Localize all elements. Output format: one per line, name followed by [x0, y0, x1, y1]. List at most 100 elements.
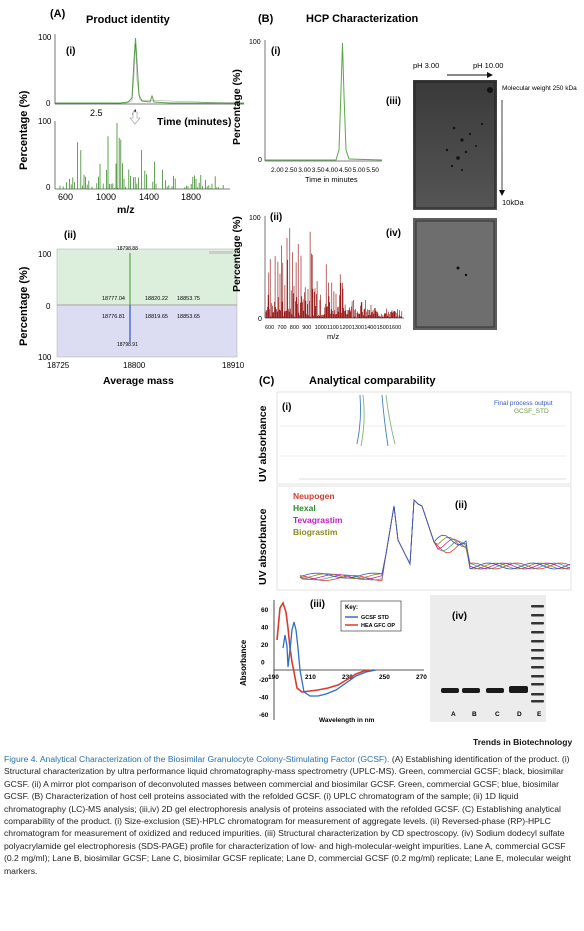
panel-a-i-xlabel: Time (minutes) — [157, 116, 231, 128]
panel-a-ii-bot-label-1: 18776.81 — [102, 314, 125, 320]
panel-c-ii-legend-1: Neupogen — [293, 491, 335, 501]
panel-a-ii-bot-peak: 18798.91 — [117, 342, 138, 348]
panel-a-ii-y100-bot: 100 — [38, 353, 52, 362]
panel-a-ms-xlabel: m/z — [117, 204, 135, 216]
rp-hplc-trace — [299, 499, 571, 579]
source-label: Trends in Biotechnology — [473, 737, 573, 747]
panel-a-ii-ylabel: Percentage (%) — [18, 266, 30, 346]
panel-a-ii-xtick-2: 18800 — [123, 361, 146, 370]
panel-a-mass-spectrum: 100 0 600 1000 1400 1800 m/z — [38, 117, 230, 216]
panel-c-iii-ytick: 0 — [261, 660, 265, 667]
panel-c-i-label: (i) — [282, 402, 291, 413]
panel-a-i-chromatogram: (i) Percentage (%) 100 0 2.5 4 Time (min… — [18, 33, 245, 170]
lane-c-label: C — [495, 711, 500, 718]
panel-a-ms-y0: 0 — [46, 183, 51, 192]
marker-band — [531, 605, 544, 608]
panel-c-ii-rp-hplc: UV absorbance (ii) Neupogen Hexal Tevagr… — [257, 485, 572, 591]
lane-a-label: A — [451, 711, 456, 718]
lane-e-label: E — [537, 711, 542, 718]
panel-c-iii-xtick: 270 — [416, 674, 427, 681]
marker-band — [531, 640, 544, 643]
marker-band — [531, 666, 544, 669]
panel-c-iii-ytick: 20 — [261, 642, 269, 649]
panel-c-ii-ylabel: UV absorbance — [257, 508, 269, 585]
panel-a-ii-top-label-2: 18820.22 — [145, 296, 168, 302]
panel-b-iii-mw-low: 10kDa — [502, 198, 525, 207]
panel-c-iii-xtick: 230 — [342, 674, 353, 681]
panel-c-iii-key-1: GCSF STD — [361, 615, 389, 621]
panel-a-ii-top-peak: 18798.88 — [117, 246, 138, 252]
panel-a-ii-y0: 0 — [46, 302, 51, 311]
panel-a-ylabel: Percentage (%) — [18, 90, 30, 170]
marker-band — [531, 683, 544, 686]
panel-c-i-sec-hplc: UV absorbance (i) Final process output G… — [257, 391, 572, 485]
panel-c-ii-label: (ii) — [455, 500, 467, 511]
panel-c-iii-xlabel: Wavelength in nm — [319, 717, 375, 724]
panel-a-ms-xtick-2: 1000 — [96, 192, 116, 202]
panel-c-iii-label: (iii) — [310, 599, 325, 610]
panel-b-i-chromatogram: (i) Percentage (%) 100 0 2.00 2.50 3.00 3.5… — [231, 39, 383, 184]
down-arrow-icon — [129, 111, 141, 125]
panel-a-ms-xtick-3: 1400 — [139, 192, 159, 202]
panel-b-ii-xtick: 1300 — [352, 325, 364, 331]
panel-b-i-y0: 0 — [258, 157, 262, 164]
panel-b-ii-xtick: 800 — [290, 325, 299, 331]
panel-c-iii-ylabel: Absorbance — [239, 639, 248, 686]
figure-label: Figure 4. Analytical Characterization of… — [4, 754, 390, 764]
panel-b-ii-xtick: 1600 — [389, 325, 401, 331]
panel-c-iii-xtick: 190 — [268, 674, 279, 681]
panel-b-ii-lcms: (ii) Percentage (%) 100 0 600 700 800 900 10… — [231, 212, 404, 341]
panel-a-ms-xtick-4: 1800 — [181, 192, 201, 202]
panel-b-i-xtick: 5.50 — [366, 167, 379, 174]
panel-b-i-xtick: 4.00 — [325, 167, 338, 174]
panel-a-i-label: (i) — [66, 46, 75, 57]
panel-c-iv-label: (iv) — [452, 611, 467, 622]
panel-b-ii-xtick: 1000 — [315, 325, 327, 331]
panel-b-ii-xtick: 1200 — [339, 325, 351, 331]
panel-a-ii-top-label-3: 18853.75 — [177, 296, 200, 302]
panel-b-iii-ph-high: pH 10.00 — [473, 61, 503, 70]
panel-c-ii-legend-4: Biograstim — [293, 527, 338, 537]
panel-b-ii-ylabel: Percentage (%) — [231, 216, 243, 292]
panel-b-letter: (B) — [258, 13, 274, 25]
panel-b-i-xtick: 3.00 — [298, 167, 311, 174]
panel-b-iii-ph-low: pH 3.00 — [413, 61, 439, 70]
panel-b-i-xtick: 2.00 — [271, 167, 284, 174]
panel-b-ii-y100: 100 — [249, 215, 261, 222]
marker-band — [531, 700, 544, 703]
marker-band — [531, 631, 544, 634]
marker-band — [531, 657, 544, 660]
panel-c-ii-legend-3: Tevagrastim — [293, 515, 343, 525]
panel-c-letter: (C) — [259, 375, 275, 387]
panel-b-ii-xtick: 600 — [265, 325, 274, 331]
arrow-down-icon — [499, 190, 505, 196]
panel-b-i-xtick: 2.50 — [285, 167, 298, 174]
panel-c-iii-ytick: -20 — [259, 677, 269, 684]
panel-b-ii-xtick: 700 — [277, 325, 286, 331]
panel-c-iv-sds-page: (iv) A B C D E — [430, 595, 546, 722]
arrow-right-icon — [487, 72, 493, 78]
marker-band — [531, 614, 544, 617]
panel-c-iii-xtick: 210 — [305, 674, 316, 681]
panel-b-ii-xlabel: m/z — [327, 332, 339, 341]
panel-b-ii-label: (ii) — [270, 212, 282, 223]
caption-text: (A) Establishing identification of the p… — [4, 754, 571, 876]
panel-c-iii-ytick: 60 — [261, 607, 269, 614]
lane-d-label: D — [517, 711, 522, 718]
panel-b-iii-mw-high: Molecular weight 250 kDa — [502, 85, 577, 92]
panel-c-i-ylabel: UV absorbance — [257, 405, 269, 482]
panel-b-iv-label: (iv) — [386, 228, 401, 239]
panel-a-letter: (A) — [50, 8, 66, 20]
panel-c-iii-cd-spectrum: Absorbance 60 40 20 0 -20 -40 -60 190 210 230 250… — [239, 599, 427, 724]
panel-c-iii-ytick: 40 — [261, 625, 269, 632]
panel-c-iii-key-title: Key: — [345, 605, 358, 611]
panel-a-title: Product identity — [86, 14, 171, 26]
panel-c-i-legend-2: GCSF_STD — [514, 408, 549, 415]
panel-b-i-y100: 100 — [249, 39, 261, 46]
panel-b-title: HCP Characterization — [306, 13, 419, 25]
panel-b-ii-xtick: 1100 — [327, 325, 339, 331]
panel-b-iv-2d-gel: (iv) — [386, 218, 497, 330]
panel-a-i-y100: 100 — [38, 33, 52, 42]
panel-b-i-label: (i) — [271, 46, 280, 57]
panel-c-ii-legend-2: Hexal — [293, 503, 316, 513]
